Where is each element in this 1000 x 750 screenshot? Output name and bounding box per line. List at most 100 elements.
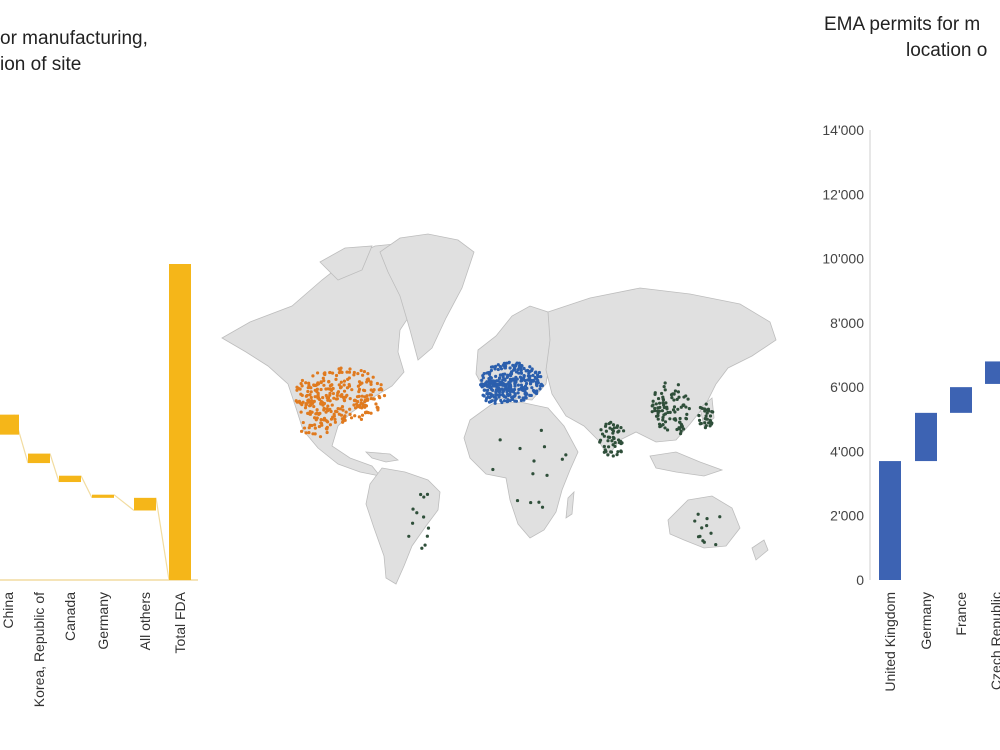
fda-chart-title-line2: ion of site [0, 54, 82, 75]
us-site-dot [297, 399, 302, 404]
asia-site-dot [678, 431, 683, 436]
asia-site-dot [663, 381, 667, 385]
eu-site-dot [507, 360, 511, 364]
us-site-dot [311, 374, 315, 378]
asia-site-dot [662, 405, 666, 410]
eu-site-dot [531, 373, 535, 377]
asia-site-dot [686, 397, 690, 401]
us-site-dot [369, 382, 373, 387]
africa-site-dot [545, 473, 549, 477]
au-site-dot [702, 540, 706, 544]
ema-ytick-3: 6'000 [830, 379, 864, 395]
asia-site-dot [619, 450, 623, 454]
asia-site-dot [710, 410, 714, 414]
us-site-dot [330, 371, 335, 375]
eu-site-dot [497, 389, 502, 393]
ema-label-czech-republic: Czech Republic [988, 592, 1000, 690]
us-site-dot [312, 404, 316, 409]
us-site-dot [304, 381, 308, 385]
asia-site-dot [606, 435, 610, 439]
fda-bar-canada [59, 475, 81, 483]
asia-site-dot [674, 418, 678, 422]
africa-site-dot [539, 428, 543, 432]
us-site-dot [352, 370, 356, 375]
eu-site-dot [505, 390, 509, 394]
eu-site-dot [524, 369, 528, 373]
eu-site-dot [515, 361, 519, 365]
us-site-dot [326, 408, 330, 413]
us-site-dot [353, 414, 357, 418]
eu-site-dot [500, 383, 505, 387]
fda-connector-germany [80, 475, 93, 499]
us-site-dot [340, 393, 344, 397]
asia-site-dot [700, 406, 704, 410]
eu-site-dot [513, 364, 517, 368]
asia-site-dot [677, 395, 681, 399]
us-site-dot [315, 371, 320, 375]
ema-ytick-6: 12'000 [822, 186, 864, 202]
us-site-dot [309, 395, 313, 400]
us-site-dot [307, 426, 311, 430]
eu-site-dot [496, 367, 500, 372]
eu-site-dot [514, 370, 519, 374]
us-site-dot [336, 390, 341, 394]
eu-site-dot [490, 399, 494, 403]
us-site-dot [308, 393, 312, 397]
asia-site-dot [684, 405, 688, 409]
us-site-dot [313, 432, 317, 436]
eu-site-dot [489, 368, 494, 373]
eu-site-dot [485, 384, 489, 388]
us-site-dot [308, 404, 312, 408]
us-site-dot [357, 415, 361, 419]
us-site-dot [329, 388, 334, 392]
us-site-dot [337, 383, 341, 387]
asia-site-dot [611, 443, 615, 447]
asia-site-dot [604, 429, 608, 433]
asia-site-dot [704, 402, 708, 406]
eu-site-dot [522, 366, 526, 371]
eu-site-dot [509, 372, 514, 376]
us-site-dot [348, 367, 352, 371]
us-site-dot [360, 413, 365, 417]
us-site-dot [333, 417, 337, 421]
asia-site-dot [675, 397, 679, 401]
africa-site-dot [529, 500, 533, 505]
asia-site-dot [657, 401, 662, 405]
eu-site-dot [481, 374, 485, 378]
asia-site-dot [615, 425, 619, 430]
fda-bar-china [0, 414, 19, 435]
us-site-dot [326, 387, 330, 391]
us-site-dot [344, 410, 348, 414]
map-greenland [379, 233, 475, 361]
us-site-dot [308, 412, 312, 416]
eu-site-dot [519, 398, 523, 403]
eu-site-dot [488, 395, 492, 400]
ema-bar-czech-republic [985, 361, 1000, 384]
asia-site-dot [611, 454, 615, 458]
us-site-dot [319, 418, 323, 422]
asia-site-dot [666, 410, 670, 415]
us-site-dot [365, 378, 369, 382]
africa-site-dot [540, 505, 545, 509]
us-site-dot [316, 396, 320, 400]
eu-site-dot [485, 380, 489, 384]
fda-label-china: China [0, 592, 16, 629]
sa-site-dot [407, 534, 411, 538]
asia-site-dot [654, 414, 659, 418]
us-site-dot [358, 382, 362, 386]
ema-bars [879, 361, 1000, 580]
us-site-dot [330, 403, 334, 407]
map-north-america [221, 243, 421, 477]
eu-site-dot [522, 373, 526, 378]
eu-site-dot [517, 395, 521, 399]
asia-site-dot [682, 427, 686, 431]
us-site-dot [295, 388, 299, 392]
eu-site-dot [494, 374, 498, 378]
eu-site-dot [537, 370, 542, 375]
us-site-dot [342, 379, 347, 383]
us-site-dot [325, 427, 329, 431]
eu-site-dot [485, 388, 489, 393]
eu-site-dot [497, 393, 501, 397]
asia-site-dot [654, 402, 658, 406]
asia-site-dot [663, 388, 667, 392]
